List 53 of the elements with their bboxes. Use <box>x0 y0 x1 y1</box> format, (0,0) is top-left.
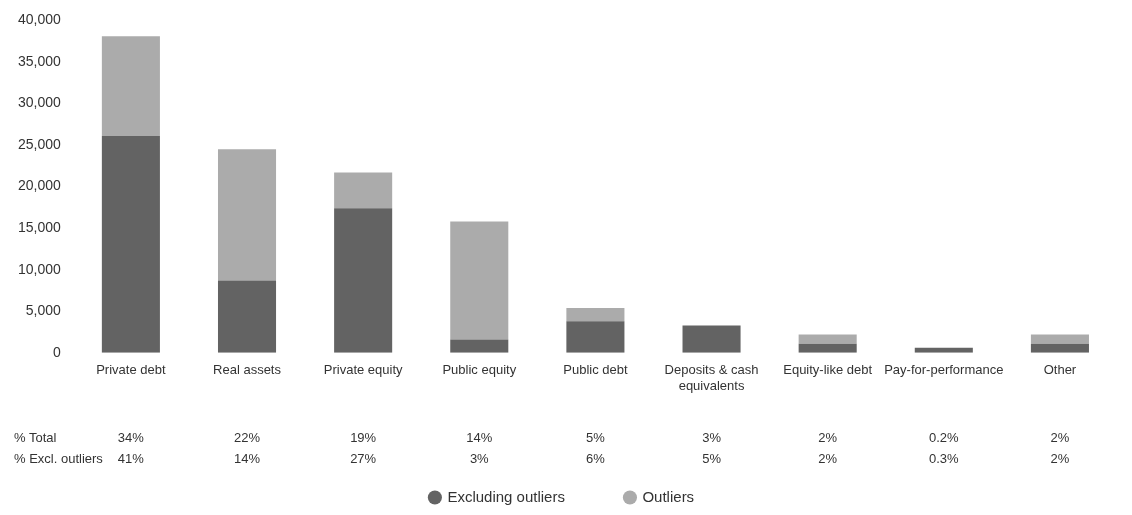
y-tick-label: 30,000 <box>17 94 62 111</box>
text: % Total <box>14 430 57 446</box>
bar <box>566 307 625 322</box>
text: 0.3% <box>928 451 960 467</box>
text: 34% <box>117 430 145 446</box>
bar <box>101 135 160 353</box>
text: 3% <box>469 451 490 467</box>
text: 2% <box>1050 451 1070 467</box>
y-tick-label: 15,000 <box>17 219 62 236</box>
text: 22% <box>234 430 261 446</box>
x-tick-label: Deposits & cash equivalents <box>664 362 759 393</box>
bar <box>682 325 741 353</box>
text: 5% <box>702 451 722 467</box>
text: 14% <box>466 430 493 446</box>
text: 41% <box>117 451 145 467</box>
x-tick-label: Other <box>1043 362 1077 378</box>
y-tick-label: 10,000 <box>17 260 62 277</box>
text: 2% <box>1050 430 1070 446</box>
bar <box>217 149 277 281</box>
bar <box>798 334 857 344</box>
y-tick-label: 0 <box>53 343 62 360</box>
y-tick-label: 25,000 <box>17 135 62 152</box>
text: 6% <box>586 451 606 467</box>
text: 3% <box>702 430 722 446</box>
text: 14% <box>234 451 261 467</box>
x-tick-label: Equity-like debt <box>783 362 873 378</box>
bar <box>334 172 393 209</box>
legend-label: Excluding outliers <box>447 487 565 505</box>
text: 27% <box>350 451 377 467</box>
bar <box>334 208 393 353</box>
x-tick-label: Public equity <box>442 362 517 378</box>
y-tick-label: 40,000 <box>17 11 62 28</box>
y-tick-label: 5,000 <box>25 302 62 319</box>
bar <box>450 339 509 353</box>
bar <box>1030 334 1089 344</box>
text: 5% <box>586 430 606 446</box>
text: 2% <box>818 451 838 467</box>
x-tick-label: Private equity <box>323 362 404 378</box>
text: 2% <box>818 430 838 446</box>
y-tick-label: 35,000 <box>17 52 62 69</box>
bar <box>450 221 509 340</box>
text: 19% <box>350 430 377 446</box>
x-tick-label: Real assets <box>213 362 282 378</box>
bar <box>101 36 160 136</box>
text: 0.2% <box>928 430 960 446</box>
x-tick-label: Public debt <box>563 362 628 378</box>
text: % Excl. outliers <box>14 451 104 467</box>
x-tick-label: Pay-for-performance <box>884 362 1004 378</box>
bar <box>566 321 625 353</box>
bar <box>217 280 277 353</box>
y-tick-label: 20,000 <box>17 177 62 194</box>
x-tick-label: Private debt <box>96 362 166 378</box>
legend-label: Outliers <box>642 487 695 505</box>
